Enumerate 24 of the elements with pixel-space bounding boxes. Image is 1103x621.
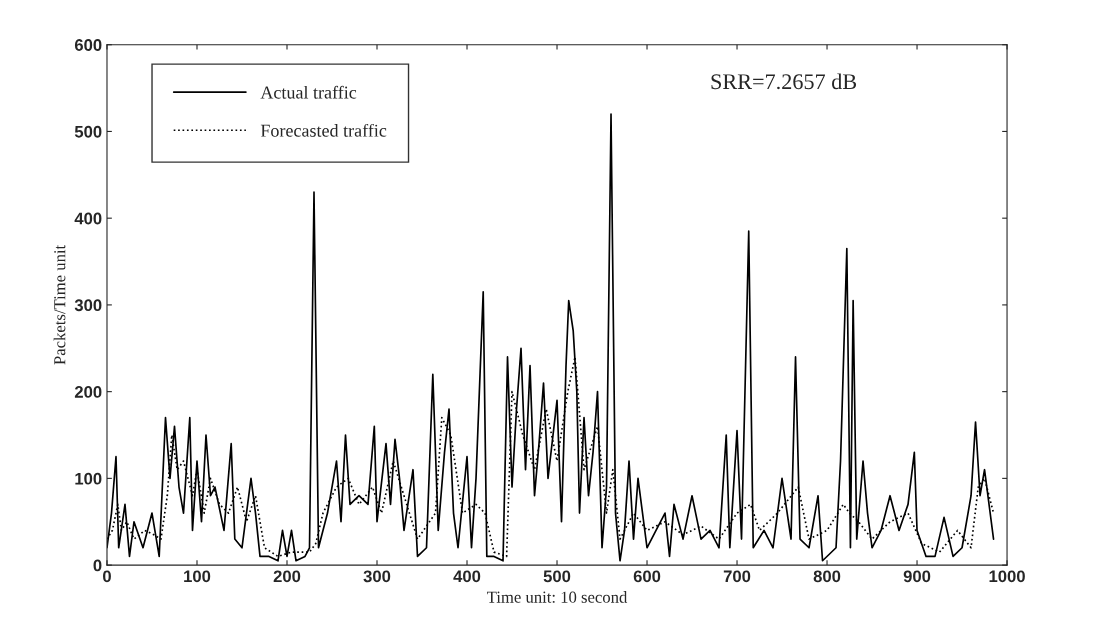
x-tick-label: 100 <box>184 570 211 583</box>
x-tick-label: 1000 <box>989 570 1025 583</box>
legend-label: Actual traffic <box>260 85 357 99</box>
y-tick-label: 600 <box>74 39 102 51</box>
y-tick-label: 100 <box>75 472 102 485</box>
y-tick-label: 500 <box>74 125 102 138</box>
legend-label: Forecasted traffic <box>260 123 387 137</box>
x-tick-label: 500 <box>543 570 571 583</box>
line-series <box>106 113 995 562</box>
x-tick-label: 900 <box>903 570 931 583</box>
x-tick-label: 0 <box>103 570 111 583</box>
x-tick-label: 600 <box>633 570 661 583</box>
annotation: SRR=7.2657 dB <box>711 73 857 90</box>
y-tick-label: 200 <box>74 386 102 398</box>
y-tick-label: 0 <box>93 559 102 572</box>
y-tick-label: 400 <box>74 212 102 225</box>
x-tick-label: 400 <box>453 570 481 583</box>
x-tick-label: 300 <box>363 570 391 583</box>
y-tick-label: 300 <box>74 299 102 312</box>
x-axis-title: Time unit: 10 second <box>487 591 628 603</box>
x-tick-label: 200 <box>273 570 301 583</box>
x-tick-label: 700 <box>723 570 751 583</box>
y-axis-title: Packets/Time unit <box>53 244 66 365</box>
x-tick-label: 800 <box>813 570 841 583</box>
